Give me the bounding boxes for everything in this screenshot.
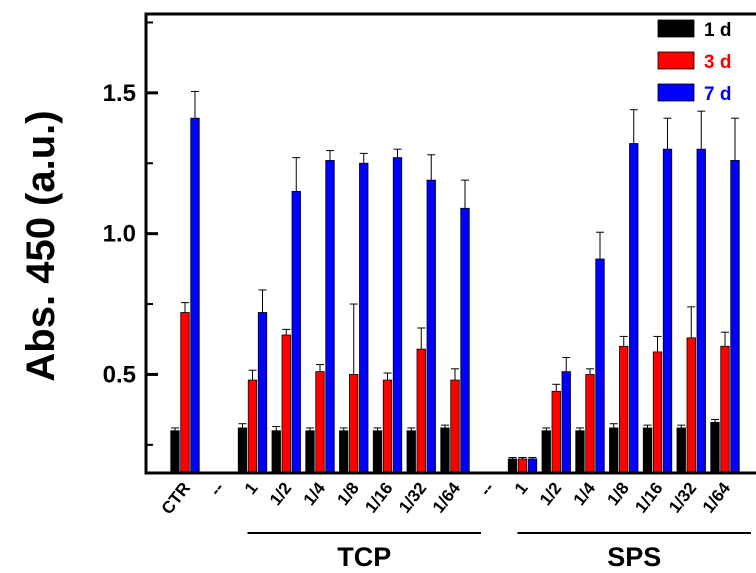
bar-3-d-3: [281, 334, 291, 474]
x-tick-label: 1/8: [603, 479, 633, 509]
bar-7-d-10: [527, 458, 538, 474]
bar-7-d-0: [190, 117, 200, 474]
x-tick-label: 1/2: [266, 479, 296, 509]
bar-1-d-14: [642, 427, 653, 474]
bar-1-d-3: [271, 430, 281, 474]
x-tick-label: 1/64: [429, 478, 465, 516]
bar-3-d-16: [720, 345, 730, 474]
group-label-tcp: TCP: [337, 542, 391, 572]
legend-label-7-d: 7 d: [704, 84, 731, 105]
bar-7-d-8: [460, 207, 470, 474]
bar-1-d-10: [507, 458, 518, 474]
bar-1-d-6: [372, 430, 383, 474]
x-tick-label: 1/8: [333, 479, 363, 509]
legend-swatch-3-d: [657, 51, 695, 70]
bar-7-d-12: [595, 258, 605, 474]
y-tick-label: 1.0: [103, 221, 136, 248]
bar-1-d-13: [609, 427, 619, 474]
legend-label-1-d: 1 d: [704, 20, 731, 41]
bar-7-d-15: [696, 148, 706, 474]
x-tick-label: 1/64: [699, 478, 735, 516]
bar-7-d-4: [325, 160, 335, 474]
bar-3-d-5: [349, 374, 359, 474]
bars-layer: [170, 117, 740, 474]
bar-3-d-15: [686, 337, 696, 474]
error-bars-layer: [171, 90, 739, 459]
bar-3-d-7: [416, 348, 426, 474]
plot-area-frame: [144, 12, 756, 475]
bar-1-d-2: [237, 427, 248, 474]
bar-3-d-8: [450, 379, 460, 474]
y-axis: 0.5 1.0 1.5: [103, 21, 158, 446]
bar-1-d-15: [676, 427, 686, 474]
x-tick-label: 1: [241, 479, 262, 498]
bar-1-d-7: [406, 430, 416, 474]
x-tick-label: 1/32: [395, 479, 430, 517]
bar-3-d-6: [382, 379, 393, 474]
bar-1-d-11: [541, 430, 551, 474]
group-label-sps: SPS: [607, 542, 661, 572]
bar-7-d-7: [426, 179, 436, 474]
bar-1-d-12: [575, 430, 585, 474]
bar-3-d-13: [619, 345, 629, 474]
x-axis-tick-labels: CTR -- 1 1/2 1/4 1/81/161/321/64 -- 1 1/2 1/4 1/81…: [158, 478, 735, 518]
y-axis-label: Abs. 450 (a.u.): [19, 110, 63, 381]
bar-7-d-3: [291, 191, 301, 474]
bar-3-d-12: [585, 374, 595, 474]
x-tick-label: 1/4: [570, 478, 600, 509]
bar-1-d-0: [170, 430, 180, 474]
x-tick-label: 1/16: [631, 479, 666, 517]
x-tick-label: --: [206, 479, 228, 500]
legend: 1 d 3 d 7 d: [657, 19, 731, 105]
bar-1-d-4: [305, 430, 315, 474]
x-tick-label: 1: [511, 479, 532, 498]
legend-swatch-7-d: [657, 83, 695, 102]
x-tick-label: --: [476, 479, 498, 500]
x-tick-label: 1/2: [536, 479, 566, 509]
bar-7-d-5: [359, 162, 369, 474]
bar-1-d-16: [710, 421, 720, 474]
bar-1-d-8: [440, 427, 450, 474]
x-tick-label: 1/4: [300, 478, 330, 509]
legend-swatch-1-d: [657, 19, 695, 38]
x-tick-label: 1/32: [665, 479, 700, 517]
bar-3-d-14: [652, 351, 663, 474]
y-tick-label: 1.5: [103, 80, 136, 107]
bar-3-d-2: [247, 379, 258, 474]
bar-7-d-11: [561, 371, 571, 474]
y-tick-label: 0.5: [103, 361, 136, 388]
bar-7-d-2: [257, 312, 268, 474]
bar-1-d-5: [339, 430, 349, 474]
bar-7-d-13: [629, 143, 639, 474]
category-groups: TCP SPS: [247, 532, 751, 572]
bar-3-d-10: [517, 458, 528, 474]
bar-7-d-6: [392, 157, 403, 474]
bar-3-d-0: [180, 312, 190, 474]
bar-3-d-11: [551, 390, 561, 474]
bar-3-d-4: [315, 371, 325, 474]
bar-7-d-16: [730, 160, 740, 474]
x-tick-label: CTR: [158, 479, 194, 518]
legend-label-3-d: 3 d: [704, 52, 731, 73]
bar-7-d-14: [662, 148, 673, 474]
x-tick-label: 1/16: [361, 479, 396, 517]
